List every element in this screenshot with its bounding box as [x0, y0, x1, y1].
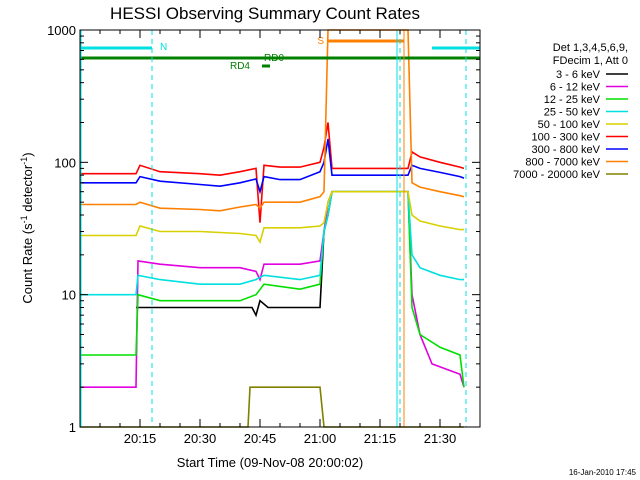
flag-annotation-3: RD0 [264, 53, 284, 64]
y-tick-label-2: 100 [54, 155, 76, 170]
legend-entry-label-6: 300 - 800 keV [532, 144, 601, 156]
legend-entry-label-4: 50 - 100 keV [538, 119, 601, 131]
series-line-1 [80, 190, 465, 388]
x-tick-label-2: 20:45 [244, 431, 277, 446]
x-tick-label-5: 21:30 [424, 431, 457, 446]
series-line-5 [80, 122, 465, 223]
series-line-8 [80, 386, 464, 428]
chart-title: HESSI Observing Summary Count Rates [110, 4, 420, 23]
x-tick-label-1: 20:30 [184, 431, 217, 446]
x-tick-label-0: 20:15 [124, 431, 157, 446]
series-line-2 [80, 190, 465, 388]
y-axis: 1 10 100 1000 [47, 23, 480, 435]
y-axis-label-sup1: -1 [19, 215, 29, 223]
x-axis-label: Start Time (09-Nov-08 20:00:02) [177, 455, 363, 470]
y-axis-label: Count Rate (s-1 detector-1) [19, 152, 35, 303]
x-tick-label-3: 21:00 [304, 431, 337, 446]
y-axis-label-part1: Count Rate (s [20, 223, 35, 304]
series-line-3 [80, 190, 464, 296]
legend-entry-label-5: 100 - 300 keV [532, 132, 601, 144]
x-axis: 20:15 20:30 20:45 21:00 21:15 21:30 [79, 30, 481, 446]
legend-entry-label-7: 800 - 7000 keV [525, 157, 600, 169]
legend-entry-label-8: 7000 - 20000 keV [513, 169, 601, 181]
legend: Det 1,3,4,5,6,9, FDecim 1, Att 0 3 - 6 k… [513, 42, 628, 181]
legend-entry-label-1: 6 - 12 keV [550, 82, 601, 94]
plot-lines [80, 29, 465, 428]
flag-annotation-2: S [317, 36, 324, 47]
legend-header-line1: Det 1,3,4,5,6,9, [553, 42, 628, 54]
flag-layer: NNSRD0RD4 [80, 30, 480, 427]
y-axis-label-part2: detector [20, 164, 35, 215]
footer-timestamp: 16-Jan-2010 17:45 [569, 468, 637, 477]
legend-header-line2: FDecim 1, Att 0 [553, 55, 628, 67]
flag-annotation-4: RD4 [230, 61, 250, 72]
legend-entry-label-3: 25 - 50 keV [544, 107, 601, 119]
y-tick-label-0: 1 [69, 420, 76, 435]
series-line-0 [136, 191, 333, 318]
series-line-4 [80, 190, 464, 244]
series-line-6 [80, 138, 465, 195]
flag-annotation-0: N [160, 42, 167, 53]
y-tick-label-1: 10 [62, 288, 76, 303]
x-tick-label-4: 21:15 [364, 431, 397, 446]
legend-entry-label-2: 12 - 25 keV [544, 94, 601, 106]
legend-entry-label-0: 3 - 6 keV [556, 69, 601, 81]
y-axis-label-part3: ) [20, 152, 35, 156]
y-axis-label-sup2: -1 [19, 157, 29, 165]
series-line-7 [80, 29, 465, 212]
y-tick-label-3: 1000 [47, 23, 76, 38]
